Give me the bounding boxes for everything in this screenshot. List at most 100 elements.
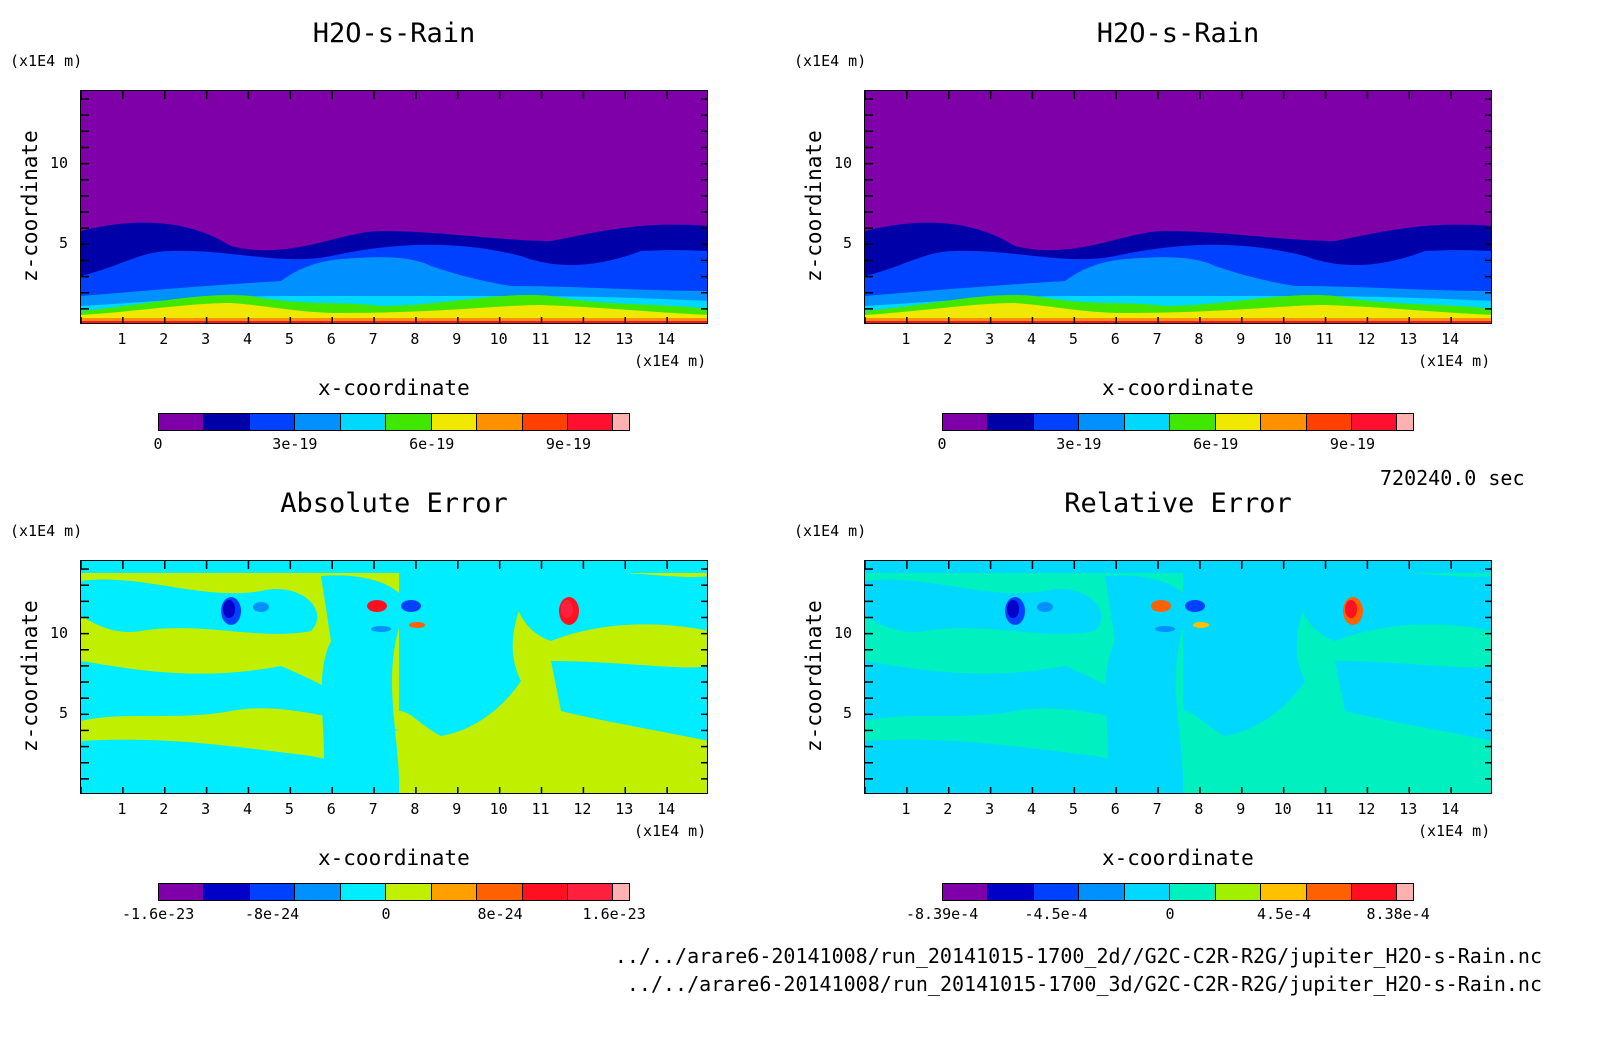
y-axis-label: z-coordinate: [18, 130, 42, 282]
y-axis-label: z-coordinate: [18, 600, 42, 752]
y-tick-label: 5: [843, 234, 853, 253]
error-spot-9: [1193, 622, 1209, 628]
x-tick-label: 1: [901, 800, 911, 818]
colorbar-swatch: [249, 414, 296, 430]
heatmap-field: [81, 91, 707, 323]
colorbar-label: 6e-19: [1193, 435, 1239, 453]
x-tick-label: 3: [201, 800, 211, 818]
colorbar-swatch: [477, 884, 523, 900]
x-tick-label: 7: [1152, 800, 1162, 818]
x-tick-label: 14: [1441, 330, 1460, 348]
colorbar-swatch: [613, 884, 629, 900]
error-spot-9: [409, 622, 425, 628]
x-tick-label: 10: [489, 800, 508, 818]
y-unit-label: (x1E4 m): [794, 522, 867, 540]
colorbar-swatch: [249, 884, 296, 900]
y-tick-label: 10: [834, 623, 853, 642]
y-axis-label: z-coordinate: [802, 130, 826, 282]
heatmap-plot-area: [80, 90, 708, 324]
x-tick-label: 10: [489, 330, 508, 348]
colorbar-swatch: [1124, 414, 1171, 430]
x-tick-label: 9: [452, 330, 462, 348]
error-spot-7: [1345, 600, 1357, 618]
file-path-3d: ../../arare6-20141008/run_20141015-1700_…: [626, 972, 1542, 996]
field-top-strip: [81, 561, 707, 573]
x-axis-label: x-coordinate: [1102, 846, 1254, 870]
field-blob-7: [551, 661, 707, 741]
error-spot-5: [1185, 600, 1205, 612]
x-tick-label: 4: [1026, 330, 1036, 348]
x-tick-label: 5: [284, 330, 294, 348]
colorbar-swatch: [1351, 884, 1398, 900]
colorbar: [942, 413, 1414, 431]
file-path-2d: ../../arare6-20141008/run_20141015-1700_…: [614, 944, 1542, 968]
heatmap-plot-area: [864, 90, 1492, 324]
y-unit-label: (x1E4 m): [794, 52, 867, 70]
error-spot-2: [223, 600, 235, 618]
colorbar-swatch: [386, 414, 432, 430]
x-tick-label: 9: [1236, 800, 1246, 818]
y-unit-label: (x1E4 m): [10, 52, 83, 70]
x-tick-label: 11: [1315, 330, 1334, 348]
y-tick-label: 10: [50, 623, 69, 642]
x-tick-label: 8: [1194, 330, 1204, 348]
x-tick-label: 6: [1110, 800, 1120, 818]
x-axis-label: x-coordinate: [318, 376, 470, 400]
chart-title: H2O-s-Rain: [1096, 18, 1260, 49]
chart-title: Absolute Error: [280, 488, 508, 519]
x-tick-label: 9: [1236, 330, 1246, 348]
x-tick-label: 12: [573, 800, 592, 818]
y-unit-label: (x1E4 m): [10, 522, 83, 540]
x-tick-label: 8: [410, 330, 420, 348]
colorbar-swatch: [522, 414, 568, 430]
colorbar-swatch: [1033, 414, 1080, 430]
x-tick-label: 14: [657, 330, 676, 348]
colorbar-swatch: [295, 884, 341, 900]
x-tick-label: 10: [1273, 330, 1292, 348]
x-tick-label: 7: [1152, 330, 1162, 348]
field-blob-1: [865, 579, 1102, 634]
colorbar-swatch: [988, 414, 1034, 430]
chart-title: Relative Error: [1064, 488, 1292, 519]
panel-bottom-right: Relative Error (x1E4 m) 1 2 3 4 5 6 7 8 9 10 11 12 13 1…: [784, 470, 1568, 940]
x-tick-label: 12: [1357, 800, 1376, 818]
chart-title: H2O-s-Rain: [312, 18, 476, 49]
colorbar-swatch: [943, 414, 989, 430]
x-tick-label: 3: [985, 330, 995, 348]
x-tick-label: 3: [201, 330, 211, 348]
colorbar-swatch: [340, 884, 387, 900]
x-axis-label: x-coordinate: [1102, 376, 1254, 400]
colorbar-swatch: [477, 414, 523, 430]
x-tick-label: 13: [615, 800, 634, 818]
field-band-8: [81, 321, 707, 323]
colorbar-swatch: [1397, 414, 1413, 430]
panel-top-right: H2O-s-Rain (x1E4 m) 1 2 3 4 5 6 7 8 9 10 11 12 13 14 5 10…: [784, 0, 1568, 470]
x-axis-label: x-coordinate: [318, 846, 470, 870]
x-tick-label: 10: [1273, 800, 1292, 818]
x-tick-label: 11: [531, 800, 550, 818]
colorbar-swatch: [1215, 884, 1262, 900]
colorbar-swatch: [1397, 884, 1413, 900]
field-blob-5: [1183, 561, 1325, 736]
field-band-8: [865, 321, 1491, 323]
field-blob-1: [81, 579, 318, 634]
x-tick-label: 12: [1357, 330, 1376, 348]
error-spot-2: [1007, 600, 1019, 618]
colorbar-label: 4.5e-4: [1257, 905, 1312, 923]
colorbar-swatch: [1261, 414, 1307, 430]
colorbar-swatch: [943, 884, 989, 900]
x-unit-label: (x1E4 m): [1418, 822, 1491, 840]
time-label: 720240.0 sec: [1380, 466, 1525, 490]
x-tick-label: 13: [1399, 330, 1418, 348]
colorbar-swatch: [1170, 414, 1216, 430]
colorbar-swatch: [386, 884, 432, 900]
colorbar-swatch: [1124, 884, 1171, 900]
x-tick-label: 8: [1194, 800, 1204, 818]
y-tick-label: 5: [59, 234, 69, 253]
colorbar: [158, 883, 630, 901]
x-unit-label: (x1E4 m): [634, 352, 707, 370]
colorbar-swatch: [988, 884, 1034, 900]
x-tick-label: 5: [1068, 800, 1078, 818]
error-spot-4: [1151, 600, 1171, 612]
colorbar-label: 0: [1165, 905, 1175, 923]
